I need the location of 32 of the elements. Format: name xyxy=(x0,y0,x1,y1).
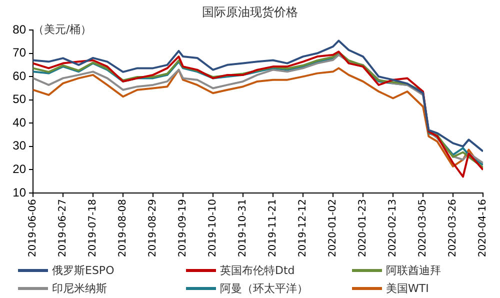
x-tick-label: 2020-04-16 xyxy=(478,199,489,258)
y-tick-label: 70 xyxy=(12,46,26,60)
legend-label: 阿曼（环太平洋） xyxy=(220,280,308,296)
y-tick-label: 60 xyxy=(12,68,26,83)
x-tick-label: 2019-06-06 xyxy=(28,199,39,258)
x-tick-label: 2019-12-12 xyxy=(298,199,309,258)
x-tick-label: 2019-10-31 xyxy=(238,199,249,258)
x-tick-label: 2020-02-13 xyxy=(388,199,399,258)
x-tick-label: 2019-07-18 xyxy=(88,199,99,258)
y-tick-label: 50 xyxy=(12,92,26,106)
x-tick-label: 2020-01-23 xyxy=(358,199,369,258)
legend-label: 美国WTI xyxy=(386,280,429,296)
x-tick-label: 2019-09-19 xyxy=(178,199,189,258)
legend-label: 英国布伦特Dtd xyxy=(220,262,295,278)
y-tick-label: 30 xyxy=(12,138,26,153)
y-tick-label: 40 xyxy=(12,115,26,130)
x-tick-label: 2020-01-02 xyxy=(328,199,339,258)
y-tick-label: 10 xyxy=(12,185,26,200)
x-tick-label: 2019-10-10 xyxy=(208,199,219,258)
y-axis-title: （美元/桶） xyxy=(33,22,92,36)
y-tick-label: 20 xyxy=(12,162,26,176)
x-tick-label: 2019-06-27 xyxy=(58,199,69,258)
x-tick-label: 2019-08-29 xyxy=(148,199,159,258)
x-tick-label: 2019-11-21 xyxy=(268,199,279,258)
legend-label: 俄罗斯ESPO xyxy=(52,262,114,278)
legend-label: 阿联酋迪拜 xyxy=(386,262,441,278)
x-tick-label: 2020-03-05 xyxy=(418,199,429,258)
chart-title: 国际原油现货价格 xyxy=(202,5,298,20)
y-tick-label: 80 xyxy=(12,22,26,36)
x-tick-label: 2020-03-26 xyxy=(448,199,459,258)
x-tick-label: 2019-08-08 xyxy=(118,199,129,258)
legend-label: 印尼米纳斯 xyxy=(52,280,107,296)
